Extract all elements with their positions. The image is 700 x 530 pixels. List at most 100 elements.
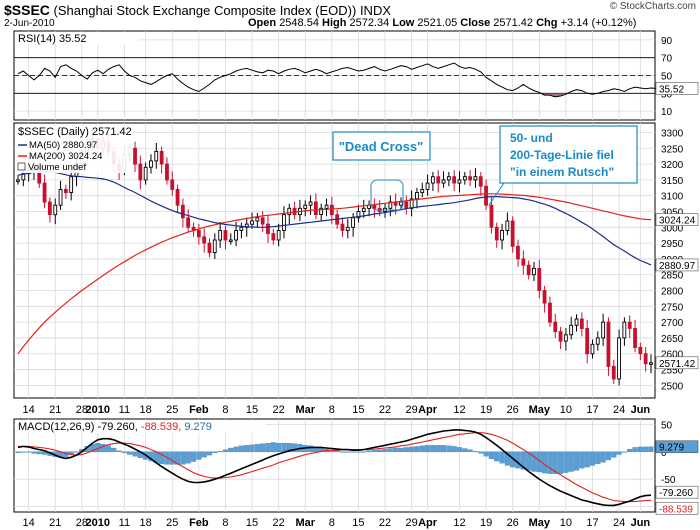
candle-up: [282, 214, 286, 231]
x-axis-label: Mar: [295, 404, 315, 416]
annotation-rutsch-box: [499, 125, 638, 184]
macd-histogram-bar: [579, 451, 585, 469]
macd-signal-tag-box: [655, 501, 699, 515]
candle-down: [207, 242, 212, 254]
macd-histogram-bar: [504, 451, 510, 466]
price-y-tick: 2500: [661, 381, 684, 392]
macd-histogram-bar: [265, 442, 271, 453]
x-axis-label: 10: [560, 404, 572, 416]
candle-up: [308, 201, 313, 206]
macd-histogram-bar: [355, 451, 361, 453]
candle-up: [361, 207, 366, 212]
candle-up: [154, 150, 159, 162]
macd-histogram-bar: [350, 451, 356, 453]
macd-hist-tag-box: [655, 440, 699, 454]
macd-histogram-bar: [637, 446, 643, 452]
macd-histogram-bar: [196, 451, 202, 460]
candle-up: [420, 188, 425, 194]
candle-up: [601, 321, 606, 339]
macd-histogram-bar: [552, 451, 558, 474]
x-axis-label: 15: [246, 517, 258, 529]
macd-histogram-bar: [573, 451, 580, 471]
candle-down: [521, 258, 526, 266]
macd-y-tick: 50: [661, 420, 673, 431]
macd-histogram-bar: [595, 451, 601, 464]
ticker-symbol: $SSEC: [4, 2, 50, 18]
candle-up: [415, 192, 419, 200]
x-axis-label: Jun: [631, 404, 651, 416]
macd-histogram-bar: [467, 449, 473, 452]
macd-histogram-bar: [377, 449, 383, 452]
x-axis-label: Jun: [631, 517, 651, 529]
macd-histogram-bar: [116, 450, 122, 452]
macd-histogram-bar: [531, 451, 537, 472]
macd-histogram-bar: [292, 443, 298, 452]
macd-histogram-bar: [446, 445, 452, 452]
rsi-y-tick: 50: [661, 72, 673, 83]
macd-histogram-bar: [488, 451, 494, 460]
macd-histogram-bar: [206, 451, 213, 456]
annotation-rutsch-line: 200-Tage-Linie fiel: [510, 148, 614, 162]
macd-histogram-bar: [409, 446, 415, 452]
candle-down: [404, 201, 409, 209]
macd-histogram-bar: [308, 445, 314, 452]
macd-histogram-bar: [627, 448, 633, 452]
candle-up: [345, 226, 350, 231]
candle-down: [558, 331, 563, 342]
rsi-y-tick: 90: [661, 36, 673, 47]
candle-down: [579, 318, 584, 329]
candle-up: [319, 207, 324, 216]
candle-up: [351, 217, 355, 228]
macd-histogram-bar: [238, 445, 244, 452]
low-label: Low: [392, 17, 415, 29]
macd-histogram-bar: [515, 451, 521, 469]
candle-up: [595, 337, 600, 345]
x-axis-label: 25: [166, 404, 178, 416]
high-label: High: [322, 17, 347, 29]
macd-histogram-bar: [100, 444, 106, 453]
candle-up: [574, 318, 579, 326]
candle-down: [313, 201, 318, 216]
price-y-tick: 3250: [661, 144, 684, 155]
macd-histogram-bar: [345, 451, 351, 453]
macd-histogram-bar: [520, 451, 526, 470]
candle-down: [484, 185, 488, 206]
price-y-tick: 2750: [661, 302, 684, 313]
macd-histogram-bar: [127, 451, 133, 455]
macd-histogram-bar: [600, 451, 606, 463]
macd-histogram-bar: [73, 451, 80, 453]
annotation-rutsch-line: 50- und: [510, 131, 553, 145]
candle-down: [489, 204, 494, 228]
candle-down: [510, 220, 515, 247]
macd-histogram-bar: [222, 449, 229, 452]
close-value: 2571.42: [493, 17, 534, 29]
x-axis-label: 26: [507, 517, 519, 529]
macd-histogram-bar: [105, 445, 111, 452]
candle-up: [324, 204, 329, 209]
macd-histogram-bar: [563, 451, 569, 473]
candle-up: [58, 188, 63, 206]
macd-histogram-bar: [616, 451, 622, 455]
candle-up: [255, 217, 260, 222]
price-y-tick: 3300: [661, 128, 684, 139]
x-axis-label: 22: [273, 404, 285, 416]
macd-histogram-bar: [334, 450, 340, 452]
annotation-rutsch-pointer: [488, 182, 505, 206]
candle-down: [638, 346, 643, 355]
x-axis-label: 24: [613, 517, 625, 529]
candle-up: [590, 343, 595, 355]
x-axis-label: Mar: [295, 517, 315, 529]
candle-up: [356, 211, 361, 219]
macd-histogram-bar: [42, 451, 48, 455]
candle-down: [340, 223, 345, 231]
x-axis-label: 8: [222, 517, 228, 529]
rsi-legend-bg: [16, 32, 138, 44]
macd-histogram-bar: [260, 443, 266, 452]
macd-histogram-bar: [648, 446, 654, 452]
volume-legend: Volume undef: [28, 162, 86, 173]
x-axis-label: 11: [119, 404, 130, 416]
dead-cross-marker: [370, 179, 404, 211]
candle-down: [372, 204, 377, 209]
